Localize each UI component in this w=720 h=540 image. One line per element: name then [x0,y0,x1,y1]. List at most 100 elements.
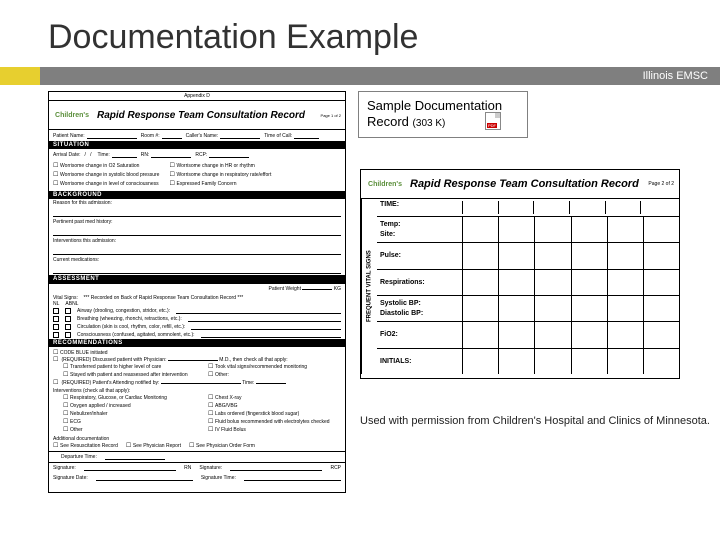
chk-loc: Worrisome change in level of consciousne… [53,180,159,187]
bg-line [53,228,341,236]
rec-r1: Other: [208,371,341,378]
vs-label-temp: Temp: [380,221,459,228]
assess-label: Airway (drooling, congestion, stridor, e… [77,308,170,314]
sample-documentation-link[interactable]: Sample Documentation Record (303 K) [358,91,528,138]
signature-row: Signature: RN Signature: RCP [49,462,345,473]
sit-col-1: Worrisome change in O2 Saturation Worris… [53,162,159,189]
int-l2: Nebulizer/inhaler [63,410,196,417]
content-area: Appendix D Children's Rapid Response Tea… [0,85,720,515]
vs-label-fio2: FiO2: [380,331,459,338]
label-sigrcp: RCP [330,465,341,471]
assess-top: Patient Weight KG [49,283,345,294]
vs-row-temp: Temp: Site: [377,217,679,243]
chk-resp: Worrisome change in respiratory rate/eff… [169,171,271,178]
form-page-2: Children's Rapid Response Team Consultat… [360,169,680,379]
assess-row-2: Circulation (skin is cool, rhythm, color… [49,323,345,331]
bg-l0: Reason for this admission: [49,199,345,206]
bg-l2: Interventions this admission: [49,237,345,244]
vs-label-dia: Diastolic BP: [380,310,459,317]
childrens-logo: Children's [53,104,91,126]
assess-row-0: Airway (drooling, congestion, stridor, e… [49,307,345,315]
label-sig2: Signature: [199,465,222,471]
header-right-text: Illinois EMSC [643,70,708,82]
int-r1: ABG/VBG [208,402,341,409]
childrens-logo-2: Children's [366,173,404,195]
label-timecall: Time of Call: [264,133,292,139]
bg-line [53,247,341,255]
patient-row: Patient Name: Room #: Caller's Name: Tim… [49,130,345,141]
attribution-text: Used with permission from Children's Hos… [360,415,710,427]
label-sigtime: Signature Time: [201,475,236,481]
logo-text: Children's [55,112,89,119]
assess-row-1: Breathing (wheezing, rhonchi, retraction… [49,315,345,323]
situation-header: SITUATION [49,141,345,149]
label-kg: KG [334,286,341,292]
see-rec: See Resuscitation Record [53,442,118,449]
label-sig: Signature: [53,465,76,471]
label-sigdate: Signature Date: [53,475,88,481]
grey-bar: Illinois EMSC [40,67,720,85]
vs-label-resp: Respirations: [380,279,459,286]
vs-row-pulse: Pulse: [377,243,679,269]
sigdate-row: Signature Date: Signature Time: [49,473,345,483]
bg-l3: Current medications: [49,256,345,263]
label-nl: NL [53,301,59,307]
assess-label: Breathing (wheezing, rhonchi, retraction… [77,316,182,322]
situation-checks: Worrisome change in O2 Saturation Worris… [49,160,345,191]
bg-l1: Pertinent past med history: [49,218,345,225]
label-abnl: ABNL [65,301,78,307]
situation-fields: Arrival Date:/ / Time: RN: RCP: [49,149,345,160]
vs-label-pulse: Pulse: [380,252,459,259]
form-page-1: Appendix D Children's Rapid Response Tea… [48,91,346,493]
sit-col-2: Worrisome change in HR or rhythm Worriso… [169,162,271,189]
vs-label-site: Site: [380,231,459,238]
chk-family: Expressed Family Concern [169,180,271,187]
label-arrival: Arrival Date: [53,152,81,158]
page-indicator: Page 1 of 2 [321,113,341,118]
label-departure: Departure Time: [61,454,97,460]
rec-two-col-1: Transferred patient to higher level of c… [53,363,341,379]
departure-row: Departure Time: [49,451,345,462]
pdf-icon [485,112,501,130]
chk-codeblue: CODE BLUE initiated [53,349,341,356]
int-l3: ECG [63,418,196,425]
chk-bp: Worrisome change in systolic blood press… [53,171,159,178]
title-divider: Illinois EMSC [0,67,720,85]
rec-r0: Took vital signs/recommended monitoring [208,363,341,370]
link-size: (303 K) [413,118,446,129]
form-header: Children's Rapid Response Team Consultat… [49,101,345,130]
rec-block: CODE BLUE initiated (REQUIRED) Discussed… [49,347,345,451]
slide-title: Documentation Example [0,0,720,67]
label-weight: Patient Weight [269,286,301,292]
see-row: See Resuscitation Record See Physician R… [53,442,341,449]
label-sigrn: RN [184,465,191,471]
vitals-note: Vital Signs: *** Recorded on Back of Rap… [49,294,345,301]
rec-l0: Transferred patient to higher level of c… [63,363,196,370]
see-order: See Physician Order Form [189,442,255,449]
rec-two-col-2: Respiratory, Glucose, or Cardiac Monitor… [53,394,341,434]
form2-title: Rapid Response Team Consultation Record [410,178,639,190]
vitals-table: FREQUENT VITAL SIGNS TIME: Temp: Site: Pu… [361,199,679,374]
vs-row-bp: Systolic BP: Diastolic BP: [377,296,679,322]
vs-label-sys: Systolic BP: [380,300,459,307]
chk-hr: Worrisome change in HR or rhythm [169,162,271,169]
rec-l1: Stayed with patient and reassessed after… [63,371,196,378]
see-phys: See Physician Report [126,442,181,449]
assess-label: Consciousness (confused, agitated, somno… [77,332,195,338]
assess-row-3: Consciousness (confused, agitated, somno… [49,331,345,339]
background-header: BACKGROUND [49,191,345,199]
vitals-side-label: FREQUENT VITAL SIGNS [361,199,377,374]
int-l0: Respiratory, Glucose, or Cardiac Monitor… [63,394,196,401]
time-row: TIME: [377,199,679,217]
int-r0: Chest X-ray [208,394,341,401]
label-notified: (REQUIRED) Patient's Attending notified … [61,380,159,386]
vs-row-fio2: FiO2: [377,322,679,348]
form2-header: Children's Rapid Response Team Consultat… [361,170,679,199]
int-r2: Labs ordered (fingerstick blood sugar) [208,410,341,417]
chk-o2: Worrisome change in O2 Saturation [53,162,159,169]
logo-text-2: Children's [368,181,402,188]
accent-block [0,67,40,85]
int-r3: Fluid bolus recommended with electrolyte… [208,418,341,425]
label-caller: Caller's Name: [186,133,219,139]
assess-label: Circulation (skin is cool, rhythm, color… [77,324,185,330]
